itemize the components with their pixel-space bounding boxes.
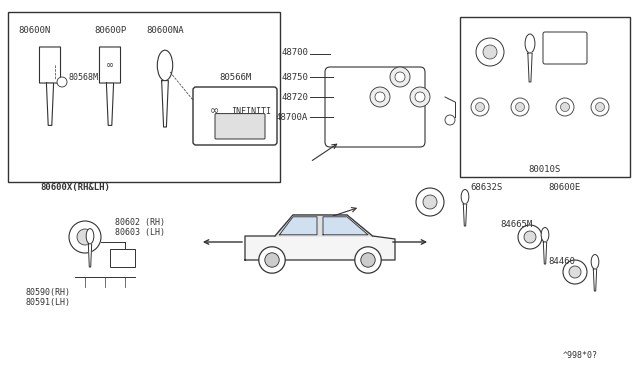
Circle shape <box>476 103 484 112</box>
Ellipse shape <box>541 228 549 242</box>
Text: ∞ INFINITI: ∞ INFINITI <box>555 45 582 51</box>
Text: 80600N: 80600N <box>18 26 50 35</box>
Polygon shape <box>47 83 54 125</box>
Circle shape <box>595 103 605 112</box>
Text: 48700: 48700 <box>281 48 308 57</box>
Circle shape <box>524 231 536 243</box>
Polygon shape <box>106 83 114 125</box>
Ellipse shape <box>157 50 173 81</box>
Polygon shape <box>593 269 596 291</box>
FancyBboxPatch shape <box>325 67 425 147</box>
Text: 84460: 84460 <box>548 257 575 266</box>
Text: 80600X(RH&LH): 80600X(RH&LH) <box>40 183 110 192</box>
FancyBboxPatch shape <box>215 113 265 139</box>
Text: 48750: 48750 <box>281 73 308 81</box>
Polygon shape <box>162 81 168 127</box>
Circle shape <box>77 229 93 245</box>
Text: INFINITI: INFINITI <box>231 106 271 115</box>
Circle shape <box>355 247 381 273</box>
Polygon shape <box>280 217 317 235</box>
Text: 80566M: 80566M <box>219 73 251 82</box>
Polygon shape <box>528 53 532 82</box>
Circle shape <box>69 221 101 253</box>
Text: ∞: ∞ <box>106 60 114 70</box>
Circle shape <box>476 38 504 66</box>
Text: 80010S: 80010S <box>529 165 561 174</box>
Text: ^998*0?: ^998*0? <box>563 351 598 360</box>
Text: 48700A: 48700A <box>276 112 308 122</box>
Circle shape <box>375 92 385 102</box>
Text: 68632S: 68632S <box>470 183 502 192</box>
Circle shape <box>410 87 430 107</box>
Circle shape <box>395 72 405 82</box>
Bar <box>8 12 280 182</box>
Circle shape <box>370 87 390 107</box>
Text: 80600E: 80600E <box>548 183 580 192</box>
Polygon shape <box>88 244 92 267</box>
Circle shape <box>361 253 375 267</box>
Circle shape <box>591 98 609 116</box>
Circle shape <box>57 77 67 87</box>
Ellipse shape <box>591 254 599 269</box>
Circle shape <box>569 266 581 278</box>
Circle shape <box>561 103 570 112</box>
Circle shape <box>511 98 529 116</box>
Circle shape <box>515 103 525 112</box>
Text: 80600NA: 80600NA <box>146 26 184 35</box>
Circle shape <box>259 247 285 273</box>
FancyBboxPatch shape <box>193 87 277 145</box>
Polygon shape <box>463 204 467 226</box>
FancyBboxPatch shape <box>99 47 120 83</box>
Text: 80603 (LH): 80603 (LH) <box>115 228 165 237</box>
Circle shape <box>445 115 455 125</box>
Text: 84665M: 84665M <box>500 219 532 228</box>
Circle shape <box>556 98 574 116</box>
Bar <box>460 17 630 177</box>
Circle shape <box>471 98 489 116</box>
FancyBboxPatch shape <box>40 47 61 83</box>
Text: 80591(LH): 80591(LH) <box>25 298 70 307</box>
Ellipse shape <box>525 34 535 53</box>
Circle shape <box>518 225 542 249</box>
Text: 80590(RH): 80590(RH) <box>25 288 70 296</box>
Ellipse shape <box>86 229 94 244</box>
Text: 80602 (RH): 80602 (RH) <box>115 218 165 227</box>
Circle shape <box>415 92 425 102</box>
Bar <box>110 249 135 267</box>
FancyBboxPatch shape <box>543 32 587 64</box>
Text: 80600P: 80600P <box>94 26 126 35</box>
Polygon shape <box>275 215 372 236</box>
Circle shape <box>416 188 444 216</box>
Circle shape <box>265 253 279 267</box>
Polygon shape <box>543 242 547 264</box>
Polygon shape <box>245 215 395 260</box>
Ellipse shape <box>461 189 469 204</box>
Circle shape <box>483 45 497 59</box>
Circle shape <box>563 260 587 284</box>
Text: 48720: 48720 <box>281 93 308 102</box>
Circle shape <box>423 195 437 209</box>
Polygon shape <box>323 217 368 235</box>
Circle shape <box>390 67 410 87</box>
Text: ∞: ∞ <box>209 106 219 116</box>
Text: 80568M: 80568M <box>68 73 98 81</box>
